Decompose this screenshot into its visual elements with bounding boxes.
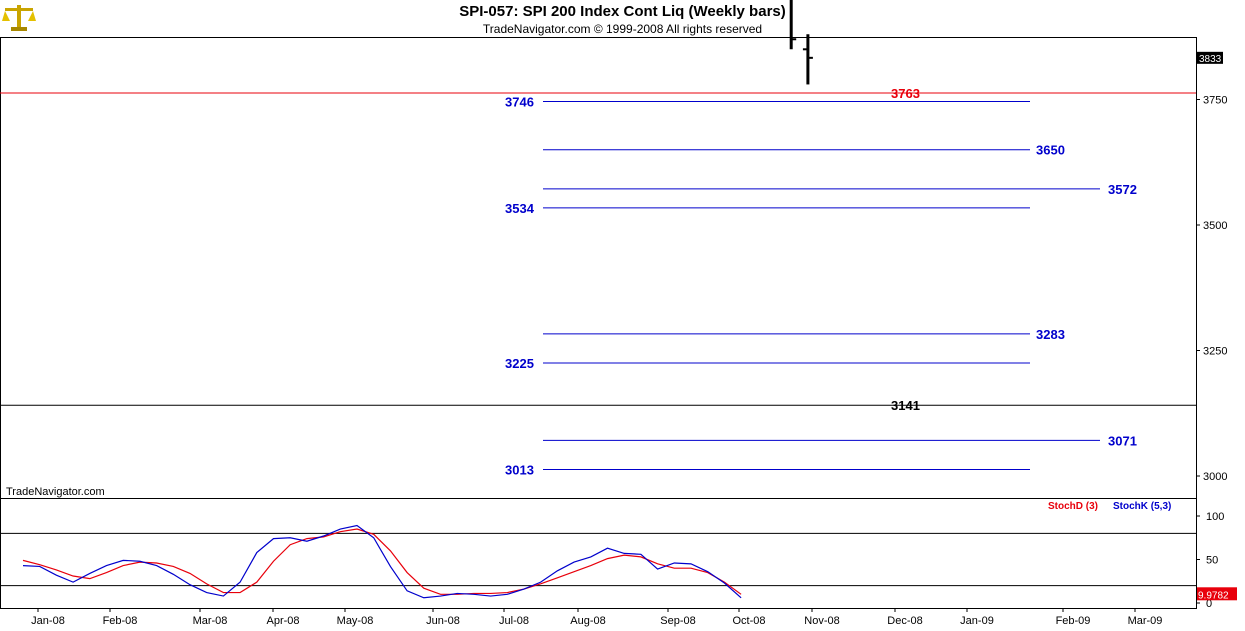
x-tick-label: Dec-08 [887,615,922,627]
last-price-tag [1197,51,1223,64]
chart-title: SPI-057: SPI 200 Index Cont Liq (Weekly … [459,3,786,20]
support-label: 3572 [1108,182,1137,197]
x-tick-label: Sep-08 [660,615,695,627]
x-tick-label: Feb-08 [103,615,138,627]
stochD-line [22,528,742,595]
copyright-text: TradeNavigator.com © 1999-2008 All right… [482,22,763,36]
support-label: 3141 [891,398,920,413]
x-tick-label: Apr-08 [266,615,299,627]
x-tick-label: Jul-08 [499,615,529,627]
last-price-value: 3833 [1199,54,1222,65]
stochastic-panel: StochD (3) StochK (5,3) 9.9782 [22,501,1237,601]
stochK-line [22,524,742,599]
chart-border [0,37,1197,609]
x-tick-label: May-08 [337,615,374,627]
y-tick-label: 3750 [1203,95,1227,107]
price-bars: 3833 [789,0,1223,85]
stoch-tick-label: 50 [1206,555,1218,567]
support-label: 3225 [505,356,534,371]
x-axis-months: Jan-08 Feb-08 Mar-08 Apr-08 May-08 Jun-08 Jul-… [31,608,1162,627]
support-label: 3534 [505,201,535,216]
support-label: 3746 [505,95,534,110]
support-label: 3650 [1036,143,1065,158]
price-levels: 4819460844764397429837633746365035723534… [0,86,1196,477]
resistance-label: 3763 [891,86,920,101]
stoch-tick-label: 0 [1206,598,1212,610]
x-tick-label: Feb-09 [1056,615,1091,627]
support-label: 3283 [1036,327,1065,342]
watermark-text: TradeNavigator.com [6,486,105,498]
x-tick-label: Oct-08 [732,615,765,627]
x-tick-label: Jan-09 [960,615,994,627]
x-tick-label: Mar-09 [1128,615,1163,627]
y-tick-label: 3000 [1203,471,1227,483]
ohlc-bar [789,0,797,50]
scales-logo-icon [2,2,36,32]
y-axis-ticks: 3000325035003750400042504500475050005250… [0,95,1227,610]
x-tick-label: Jan-08 [31,615,65,627]
x-tick-label: Jun-08 [426,615,460,627]
x-tick-label: Aug-08 [570,615,605,627]
stoch-tick-label: 100 [1206,511,1224,523]
x-tick-label: Nov-08 [804,615,839,627]
stoch-value-tag [1197,587,1237,601]
support-label: 3071 [1108,433,1137,448]
stochK-legend: StochK (5,3) [1113,501,1171,512]
support-label: 3013 [505,462,534,477]
stochD-legend: StochD (3) [1048,501,1098,512]
ohlc-bar [802,34,813,85]
y-tick-label: 3500 [1203,220,1227,232]
chart-frame [0,37,1197,609]
stoch-value: 9.9782 [1198,590,1229,601]
x-tick-label: Mar-08 [193,615,228,627]
y-tick-label: 3250 [1203,346,1227,358]
